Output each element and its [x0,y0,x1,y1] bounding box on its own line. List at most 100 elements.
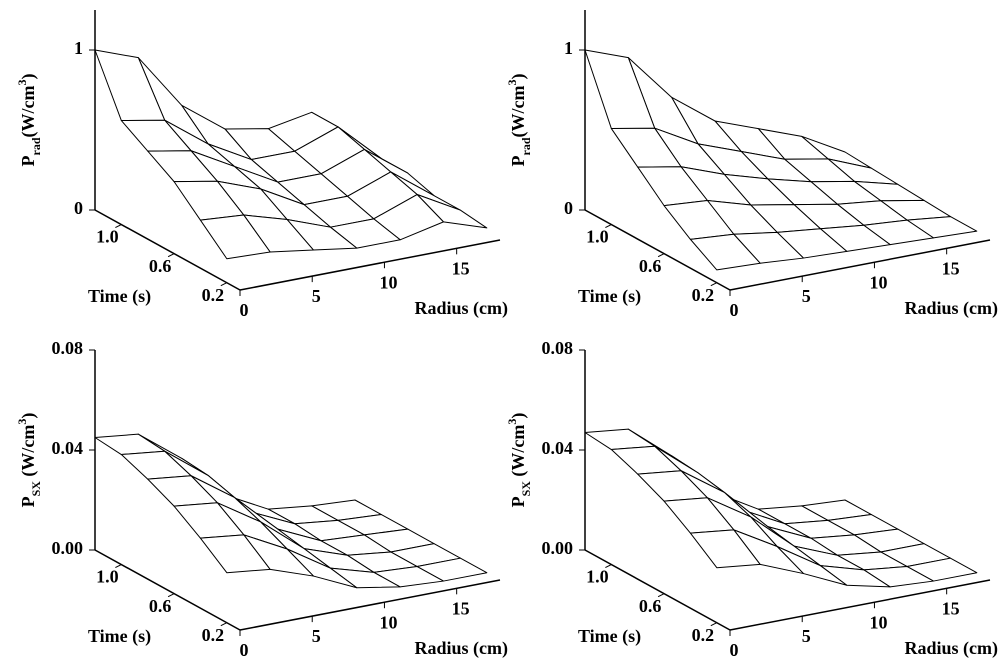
radius-tick-label: 15 [942,598,960,618]
z-axis-title-part: 3 [505,419,519,425]
time-axis [94,549,241,631]
radius-axis-title: Radius (cm) [415,298,509,319]
panel: 0.00 0.04 0.08 1.0 0.6 0.2 0 5 10 15 Time (s) Radiu… [505,338,998,659]
radius-tick-label: 10 [869,612,887,632]
radius-tick-label: 10 [869,272,887,292]
radius-tick-label: 0 [240,640,249,659]
radius-axis [729,579,991,631]
radius-axis-title: Radius (cm) [905,298,999,319]
time-axis [584,549,731,631]
time-tick-label: 1.0 [96,567,119,587]
z-axis-title-part: ) [508,413,529,419]
z-axis-title-part: rad [29,137,43,155]
panel: 0.00 0.04 0.08 1.0 0.6 0.2 0 5 10 15 Time (s) Radiu… [15,338,508,659]
z-tick-label: 0 [74,198,83,218]
z-tick-label: 1 [564,38,573,58]
radius-tick-label: 0 [730,300,739,320]
z-axis-title-part: ) [508,74,529,80]
time-tick [710,282,718,287]
radius-axis-title: Radius (cm) [415,638,509,659]
z-axis-title-part: SX [29,481,43,497]
z-axis-title-part: P [508,155,528,166]
time-tick-label: 1.0 [96,227,119,247]
z-axis-title: PSX (W/cm3) [15,413,43,508]
z-axis-title: Prad(W/cm3) [15,74,43,167]
z-tick-label: 0.08 [52,338,84,358]
surface-cell [584,428,656,451]
time-tick-label: 0.6 [639,596,662,616]
time-tick-label: 0.6 [149,596,172,616]
time-tick [220,282,228,287]
time-axis-title: Time (s) [88,626,151,647]
time-tick-label: 0.6 [639,256,662,276]
z-axis-title-part: rad [519,137,533,155]
surface-cell [689,233,761,271]
time-tick-label: 1.0 [586,567,609,587]
surface-cell [94,433,166,456]
time-tick-label: 0.6 [149,256,172,276]
time-tick [115,564,122,568]
z-axis-title-part: ) [18,74,39,80]
time-tick-label: 0.2 [202,285,225,305]
z-tick-label: 0.00 [52,538,84,558]
radius-axis [239,579,501,631]
radius-axis-title: Radius (cm) [905,638,999,659]
surface-cell [199,214,271,260]
time-axis-title: Time (s) [88,286,151,307]
z-tick-label: 0.00 [542,538,574,558]
time-tick [657,593,665,598]
z-axis-title-part: ) [18,413,39,419]
radius-tick-label: 10 [379,612,397,632]
panel: 0 1 1.0 0.6 0.2 0 5 10 15 Time (s) Radius (cm) Prad… [505,10,998,320]
z-axis-title-part: 3 [505,80,519,86]
surface-cell [689,529,761,569]
z-axis-title: PSX (W/cm3) [505,413,533,508]
surface-cell [199,534,271,574]
time-axis-title: Time (s) [578,626,641,647]
z-tick-label: 0.08 [542,338,574,358]
z-axis-title-part: (W/cm [508,86,529,138]
z-tick-label: 0.04 [52,438,84,458]
time-axis [584,209,731,291]
radius-tick-label: 10 [379,272,397,292]
radius-tick-label: 15 [942,258,960,278]
z-axis-title-part: P [18,496,38,507]
radius-tick-label: 5 [312,286,321,306]
z-axis-title-part: SX [519,481,533,497]
radius-tick-label: 15 [452,598,470,618]
time-tick [605,224,612,228]
time-axis-title: Time (s) [578,286,641,307]
time-tick [220,622,228,627]
z-tick-label: 1 [74,38,83,58]
time-tick [115,224,122,228]
time-tick-label: 0.2 [692,625,715,645]
z-axis-title-part: P [508,496,528,507]
z-axis-title: Prad(W/cm3) [505,74,533,167]
time-tick [605,564,612,568]
radius-tick-label: 5 [802,286,811,306]
z-axis-title-part: (W/cm [18,425,39,481]
panel: 0 1 1.0 0.6 0.2 0 5 10 15 Time (s) Radius (cm) Prad… [15,10,508,320]
radius-tick-label: 15 [452,258,470,278]
z-axis-title-part: 3 [15,419,29,425]
time-tick [167,593,175,598]
time-tick [657,253,665,258]
radius-tick-label: 5 [312,626,321,646]
radius-tick-label: 0 [240,300,249,320]
time-tick-label: 1.0 [586,227,609,247]
z-axis-title-part: (W/cm [508,425,529,481]
time-tick [710,622,718,627]
z-tick-label: 0 [564,198,573,218]
z-axis-title-part: P [18,155,38,166]
time-tick-label: 0.2 [692,285,715,305]
time-axis [94,209,241,291]
radius-tick-label: 5 [802,626,811,646]
time-tick-label: 0.2 [202,625,225,645]
z-tick-label: 0.04 [542,438,574,458]
z-axis-title-part: 3 [15,80,29,86]
z-axis-title-part: (W/cm [18,86,39,138]
time-tick [167,253,175,258]
radius-tick-label: 0 [730,640,739,659]
